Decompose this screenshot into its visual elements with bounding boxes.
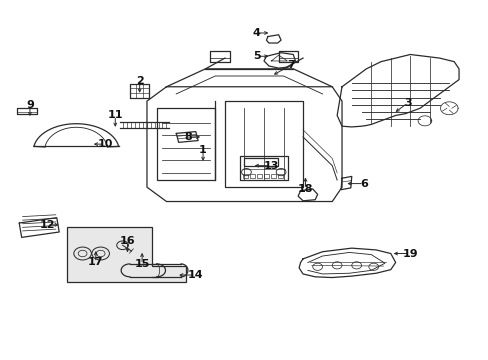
- Text: 19: 19: [402, 248, 417, 258]
- Text: 11: 11: [107, 111, 123, 121]
- Text: 17: 17: [88, 257, 103, 267]
- Text: 10: 10: [98, 139, 113, 149]
- Bar: [264, 174, 268, 178]
- Text: 5: 5: [252, 51, 260, 61]
- Text: 8: 8: [184, 132, 192, 142]
- Text: 13: 13: [263, 161, 279, 171]
- Text: 14: 14: [187, 270, 203, 280]
- Text: 4: 4: [252, 28, 260, 38]
- Bar: [249, 174, 254, 178]
- Bar: [243, 174, 247, 178]
- Text: 6: 6: [359, 179, 367, 189]
- Text: 7: 7: [286, 60, 294, 70]
- Text: 1: 1: [199, 144, 206, 154]
- Bar: [256, 174, 261, 178]
- Text: 15: 15: [134, 259, 149, 269]
- Text: 18: 18: [297, 184, 312, 194]
- Text: 3: 3: [403, 98, 411, 108]
- Text: 9: 9: [26, 100, 34, 110]
- Bar: [278, 174, 283, 178]
- Text: 12: 12: [39, 220, 55, 230]
- Text: 2: 2: [136, 76, 143, 86]
- Bar: [271, 174, 276, 178]
- Polygon shape: [66, 226, 185, 282]
- Text: 16: 16: [120, 236, 135, 246]
